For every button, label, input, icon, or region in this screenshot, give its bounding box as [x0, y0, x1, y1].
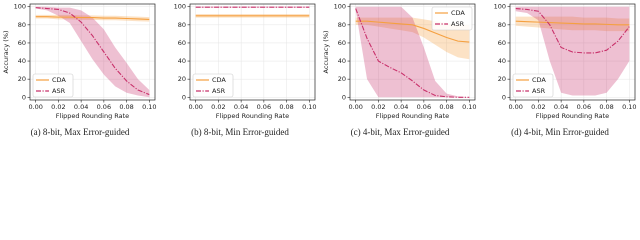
x-tick-label: 0.10	[462, 103, 476, 111]
panel: 0 20 40 60 80 100 0.00 0.02 0.04 0.06 0.08 0.10 Flip…	[174, 3, 317, 137]
x-tick-label: 0.10	[142, 103, 156, 111]
x-tick-label: 0.08	[439, 103, 453, 111]
x-tick-label: 0.06	[417, 103, 431, 111]
y-tick-label: 80	[18, 21, 26, 29]
plot-frame	[509, 3, 636, 101]
x-tick-label: 0.02	[371, 103, 385, 111]
x-tick-label: 0.04	[234, 103, 248, 111]
legend-label: ASR	[212, 87, 226, 95]
x-tick-label: 0.02	[211, 103, 225, 111]
legend-label: CDA	[451, 9, 465, 17]
series-line	[35, 16, 150, 20]
y-tick-label: 60	[338, 39, 346, 47]
figure: 0 20 40 60 80 100 0.00 0.02 0.04 0.06 0.08 0.10 Flip…	[2, 3, 637, 137]
x-tick-label: 0.04	[394, 103, 408, 111]
y-tick-label: 80	[178, 21, 186, 29]
y-tick-label: 0	[22, 93, 26, 101]
x-tick-label: 0.08	[119, 103, 133, 111]
x-tick-label: 0.08	[279, 103, 293, 111]
y-tick-label: 20	[178, 75, 186, 83]
x-tick-label: 0.00	[508, 103, 522, 111]
y-axis-label: Accuracy (%)	[322, 31, 330, 74]
panel: 0 20 40 60 80 100 0.00 0.02 0.04 0.06 0.08 0.10 Flip…	[322, 3, 477, 137]
x-tick-label: 0.02	[531, 103, 545, 111]
y-tick-label: 80	[498, 21, 506, 29]
legend: CDA ASR	[32, 73, 74, 98]
series-line	[515, 7, 630, 54]
band	[35, 14, 150, 22]
x-axis-label: Flipped Rounding Rate	[56, 112, 129, 120]
y-tick-label: 60	[18, 39, 26, 47]
x-tick-label: 0.10	[622, 103, 636, 111]
caption: (b) 8-bit, Min Error-guided	[191, 127, 289, 137]
x-tick-label: 0.06	[257, 103, 271, 111]
y-tick-label: 100	[494, 3, 506, 11]
legend-label: CDA	[52, 76, 66, 84]
y-tick-label: 60	[498, 39, 506, 47]
panel: 0 20 40 60 80 100 0.00 0.02 0.04 0.06 0.08 0.10 Flip…	[2, 3, 157, 137]
legend-label: CDA	[532, 76, 546, 84]
y-tick-label: 40	[498, 57, 506, 65]
x-axis-label: Flipped Rounding Rate	[376, 112, 449, 120]
plot-frame	[29, 3, 156, 101]
x-tick-label: 0.00	[188, 103, 202, 111]
x-axis-label: Flipped Rounding Rate	[536, 112, 609, 120]
series-line	[35, 7, 150, 96]
x-tick-label: 0.06	[97, 103, 111, 111]
x-tick-label: 0.04	[554, 103, 568, 111]
legend-label: CDA	[212, 76, 226, 84]
y-tick-label: 80	[338, 21, 346, 29]
plot-frame	[189, 3, 316, 101]
band	[355, 6, 470, 98]
legend-label: ASR	[52, 87, 66, 95]
y-tick-label: 0	[182, 93, 186, 101]
x-tick-label: 0.06	[577, 103, 591, 111]
x-tick-label: 0.02	[51, 103, 65, 111]
y-tick-label: 40	[338, 57, 346, 65]
y-tick-label: 100	[334, 3, 346, 11]
y-tick-label: 60	[178, 39, 186, 47]
y-tick-label: 0	[342, 93, 346, 101]
x-axis-label: Flipped Rounding Rate	[216, 112, 289, 120]
x-tick-label: 0.10	[302, 103, 316, 111]
caption: (c) 4-bit, Max Error-guided	[351, 127, 450, 137]
y-tick-label: 20	[338, 75, 346, 83]
legend-label: ASR	[451, 20, 465, 28]
legend: CDA ASR	[431, 6, 473, 31]
panel: 0 20 40 60 80 100 0.00 0.02 0.04 0.06 0.08 0.10 Flip…	[494, 3, 637, 137]
caption: (a) 8-bit, Max Error-guided	[31, 127, 130, 137]
x-tick-label: 0.04	[74, 103, 88, 111]
y-tick-label: 0	[502, 93, 506, 101]
legend: CDA ASR	[512, 73, 554, 98]
series-line	[515, 20, 630, 26]
y-tick-label: 100	[14, 3, 26, 11]
series-line	[355, 20, 470, 43]
y-tick-label: 40	[178, 57, 186, 65]
y-tick-label: 20	[498, 75, 506, 83]
y-tick-label: 100	[174, 3, 186, 11]
plot-frame	[349, 3, 476, 101]
series-line	[355, 8, 470, 98]
band	[515, 6, 630, 96]
y-tick-label: 20	[18, 75, 26, 83]
y-axis-label: Accuracy (%)	[2, 31, 10, 74]
y-tick-label: 40	[18, 57, 26, 65]
caption: (d) 4-bit, Min Error-guided	[511, 127, 609, 137]
x-tick-label: 0.08	[599, 103, 613, 111]
x-tick-label: 0.00	[28, 103, 42, 111]
legend: CDA ASR	[192, 73, 234, 98]
x-tick-label: 0.00	[348, 103, 362, 111]
legend-label: ASR	[532, 87, 546, 95]
